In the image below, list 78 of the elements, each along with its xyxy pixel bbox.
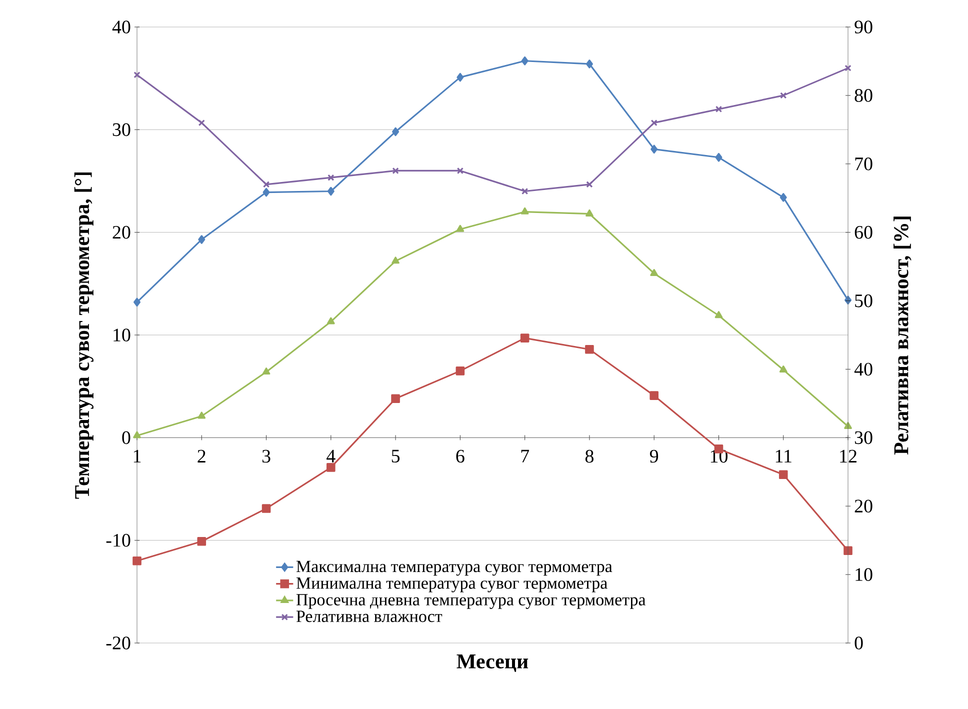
y-tick-label: 0 xyxy=(122,431,130,444)
point xyxy=(326,317,335,324)
x-tick-label: 12 xyxy=(840,450,856,462)
point xyxy=(780,193,787,202)
x-tick-label: 2 xyxy=(198,450,206,462)
x-tick-label: 4 xyxy=(326,450,336,462)
legend-label: Релативна влажност xyxy=(296,610,442,622)
point xyxy=(586,60,593,68)
point xyxy=(327,186,334,196)
x-tick-label: 3 xyxy=(262,450,270,463)
y-axis-title: Температура сувог термометра, [°] xyxy=(74,172,94,499)
point xyxy=(650,144,658,154)
point xyxy=(521,56,528,66)
point xyxy=(134,298,141,307)
y2-tick-label: 50 xyxy=(855,294,872,308)
y-tick-label: -10 xyxy=(106,534,130,547)
point xyxy=(586,181,593,188)
y2-tick-label: 10 xyxy=(856,568,872,581)
point xyxy=(585,344,594,354)
y2-tick-label: 30 xyxy=(854,431,872,444)
point xyxy=(392,167,399,174)
y2-tick-label: 80 xyxy=(854,89,872,102)
point xyxy=(456,167,464,174)
point xyxy=(520,207,529,214)
point xyxy=(132,556,142,566)
y-tick-label: 30 xyxy=(112,123,130,136)
x-tick-label: 7 xyxy=(521,450,530,462)
point xyxy=(715,106,722,112)
point xyxy=(392,127,400,136)
x-tick-label: 8 xyxy=(585,450,594,463)
y2-tick-label: 40 xyxy=(854,362,872,376)
point xyxy=(650,391,658,400)
x-tick-label: 6 xyxy=(456,450,464,463)
point xyxy=(328,174,334,181)
y2-tick-label: 0 xyxy=(854,636,863,650)
point xyxy=(133,431,141,438)
point xyxy=(778,470,788,480)
point xyxy=(714,311,723,318)
x-axis-title: Месеци xyxy=(456,654,528,672)
point xyxy=(326,463,336,472)
x-tick-label: 9 xyxy=(650,450,658,463)
y-tick-label: 40 xyxy=(112,20,130,34)
point xyxy=(198,235,206,244)
point xyxy=(262,181,270,188)
point xyxy=(262,368,270,375)
y-tick-label: 20 xyxy=(112,226,130,239)
point xyxy=(650,119,658,126)
point xyxy=(779,366,788,373)
point xyxy=(844,546,852,555)
point xyxy=(586,209,594,216)
y-tick-label: -20 xyxy=(106,636,130,650)
point xyxy=(650,268,658,276)
point xyxy=(456,72,464,82)
y2-tick-label: 60 xyxy=(854,226,872,239)
point xyxy=(392,256,400,264)
y2-axis-title: Релативна влажност, [%] xyxy=(894,216,912,455)
point xyxy=(198,412,206,419)
point xyxy=(262,188,270,197)
y2-tick-label: 70 xyxy=(855,157,872,170)
point xyxy=(780,92,787,99)
point xyxy=(262,504,271,513)
legend-label: Максимална температура сувог термометра xyxy=(296,560,612,576)
point xyxy=(391,394,400,404)
legend-label: Минимална температура сувог термометра xyxy=(296,578,608,592)
point xyxy=(198,119,205,126)
legend-label: Просечна дневна температура сувог термометра xyxy=(296,594,646,609)
y2-tick-label: 20 xyxy=(854,500,872,513)
point xyxy=(197,536,206,546)
point xyxy=(456,224,464,232)
point xyxy=(715,152,722,162)
x-tick-label: 11 xyxy=(776,450,792,462)
x-tick-label: 1 xyxy=(134,450,141,462)
point xyxy=(521,188,528,195)
y2-tick-label: 90 xyxy=(854,20,872,34)
y-tick-label: 10 xyxy=(114,328,130,342)
x-tick-label: 5 xyxy=(392,450,400,462)
point xyxy=(456,366,465,376)
point xyxy=(520,334,530,342)
